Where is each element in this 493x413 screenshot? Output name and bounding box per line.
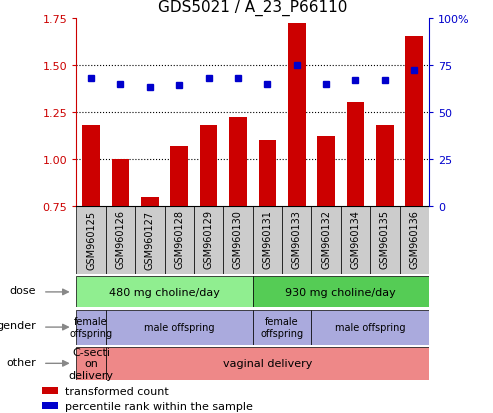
Bar — [229, 118, 247, 206]
Text: GSM960131: GSM960131 — [262, 210, 272, 268]
Text: percentile rank within the sample: percentile rank within the sample — [65, 401, 252, 411]
Text: GSM960127: GSM960127 — [145, 210, 155, 269]
Bar — [288, 24, 306, 206]
Text: GSM960134: GSM960134 — [351, 210, 360, 268]
Bar — [312, 310, 429, 345]
Bar — [76, 347, 106, 380]
Bar — [111, 159, 129, 206]
Text: GSM960129: GSM960129 — [204, 210, 213, 269]
Bar — [42, 387, 58, 394]
Text: male offspring: male offspring — [144, 322, 214, 332]
Text: gender: gender — [0, 320, 36, 330]
Text: female
offspring: female offspring — [70, 316, 113, 338]
Text: C-secti
on
delivery: C-secti on delivery — [69, 347, 113, 380]
Bar — [376, 126, 393, 206]
Text: female
offspring: female offspring — [260, 316, 304, 338]
Text: GSM960133: GSM960133 — [292, 210, 302, 268]
Bar — [141, 197, 159, 206]
Bar — [171, 146, 188, 206]
Text: GSM960126: GSM960126 — [115, 210, 126, 269]
Text: 480 mg choline/day: 480 mg choline/day — [109, 287, 220, 297]
Bar — [347, 103, 364, 206]
Bar — [341, 206, 370, 275]
Bar — [135, 206, 165, 275]
Bar — [282, 206, 312, 275]
Text: GSM960125: GSM960125 — [86, 210, 96, 269]
Bar — [194, 206, 223, 275]
Bar — [370, 206, 399, 275]
Bar — [223, 206, 253, 275]
Bar — [258, 141, 276, 206]
Text: male offspring: male offspring — [335, 322, 405, 332]
Bar — [82, 126, 100, 206]
Bar — [106, 310, 253, 345]
Text: 930 mg choline/day: 930 mg choline/day — [285, 287, 396, 297]
Bar — [399, 206, 429, 275]
Bar — [76, 277, 253, 308]
Bar — [106, 206, 135, 275]
Bar — [317, 137, 335, 206]
Bar — [76, 206, 106, 275]
Title: GDS5021 / A_23_P66110: GDS5021 / A_23_P66110 — [158, 0, 348, 16]
Text: dose: dose — [9, 286, 36, 296]
Bar — [253, 310, 312, 345]
Text: GSM960135: GSM960135 — [380, 210, 390, 269]
Bar — [252, 206, 282, 275]
Text: transformed count: transformed count — [65, 386, 168, 396]
Bar — [42, 402, 58, 409]
Text: other: other — [6, 357, 36, 367]
Text: GSM960130: GSM960130 — [233, 210, 243, 268]
Bar — [405, 38, 423, 206]
Bar — [76, 310, 106, 345]
Text: GSM960128: GSM960128 — [174, 210, 184, 269]
Bar — [312, 206, 341, 275]
Text: GSM960132: GSM960132 — [321, 210, 331, 269]
Bar — [200, 126, 217, 206]
Text: vaginal delivery: vaginal delivery — [223, 358, 312, 368]
Text: GSM960136: GSM960136 — [409, 210, 419, 268]
Bar — [165, 206, 194, 275]
Bar — [253, 277, 429, 308]
